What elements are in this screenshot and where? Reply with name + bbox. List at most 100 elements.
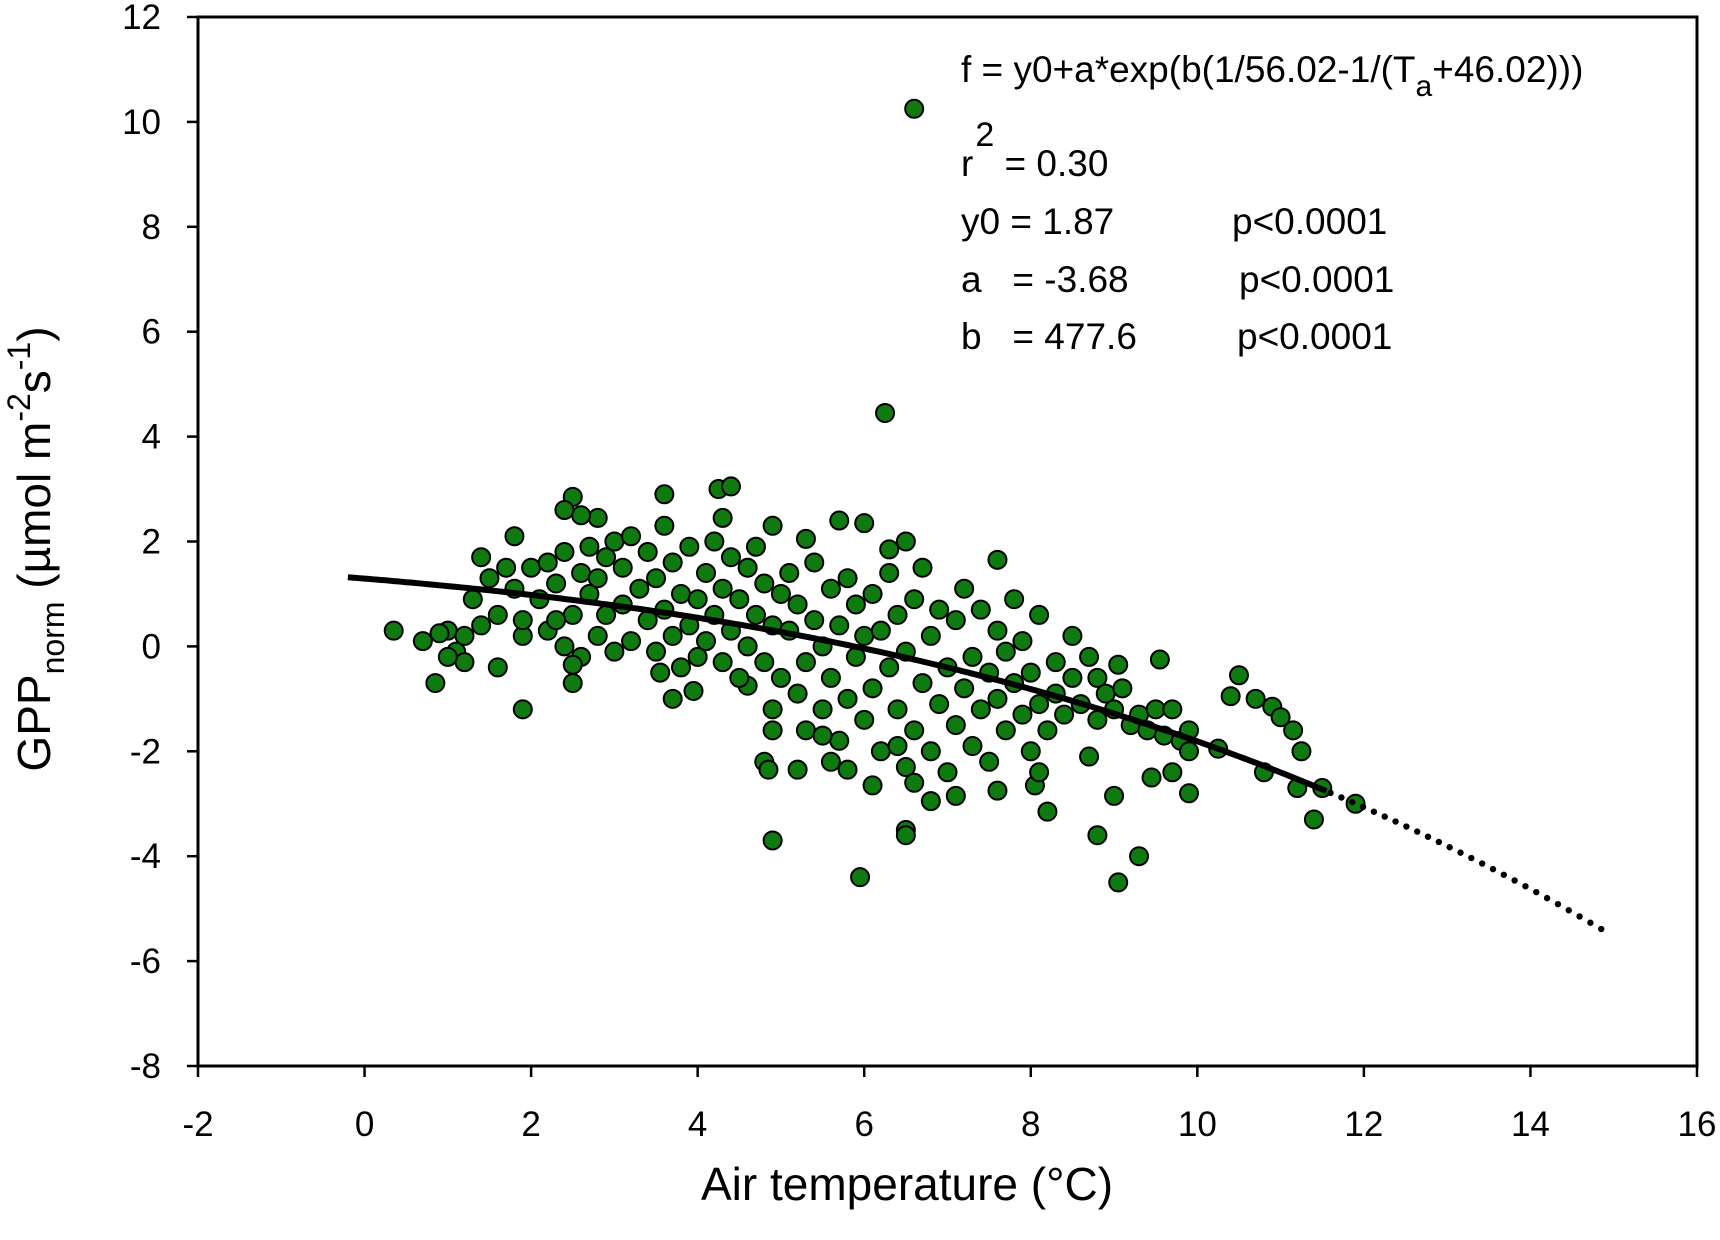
data-point (587, 507, 608, 528)
fit-line-dot (1554, 900, 1562, 908)
data-point (687, 589, 708, 610)
data-point (845, 594, 866, 615)
data-points (383, 98, 1366, 893)
data-point (945, 785, 966, 806)
data-point (1087, 825, 1108, 846)
data-point (587, 568, 608, 589)
data-point (646, 641, 667, 662)
data-point (837, 688, 858, 709)
data-point (1062, 625, 1083, 646)
data-point (904, 589, 925, 610)
data-point (683, 680, 704, 701)
data-point (904, 772, 925, 793)
data-point (454, 625, 475, 646)
fit-line-dot (1403, 823, 1410, 830)
fit-annotation: f = y0+a*exp(b(1/56.02-1/(Ta+46.02))) r2… (961, 49, 1583, 357)
data-point (1112, 678, 1133, 699)
fit-line-dot (1327, 789, 1334, 797)
data-point (1087, 667, 1108, 688)
data-point (954, 578, 975, 599)
data-point (1245, 688, 1266, 709)
data-point (770, 583, 791, 604)
x-tick-label: 14 (1511, 1105, 1550, 1144)
fit-line-dot (1468, 854, 1475, 862)
data-point (920, 625, 941, 646)
data-point (712, 652, 733, 673)
data-point (521, 557, 542, 578)
data-point (862, 678, 883, 699)
data-point (854, 625, 875, 646)
fit-line-dot (1413, 828, 1421, 835)
data-point (870, 741, 891, 762)
data-point (795, 720, 816, 741)
data-point (1149, 649, 1170, 670)
data-point (687, 646, 708, 667)
data-point (437, 646, 458, 667)
data-point (887, 604, 908, 625)
data-point (479, 568, 500, 589)
y-tick-label: 4 (142, 418, 161, 457)
data-point (729, 667, 750, 688)
y-axis-ticks: -8 -6 -4 -2 0 2 4 6 8 10 12 (122, 0, 198, 1086)
fit-line-dot (1446, 844, 1453, 851)
data-point (787, 759, 808, 780)
data-point (762, 720, 783, 741)
data-point (1029, 604, 1050, 625)
x-tick-label: 6 (854, 1105, 873, 1144)
data-point (987, 549, 1008, 570)
data-point (1162, 762, 1183, 783)
data-point (454, 652, 475, 673)
data-point (571, 505, 592, 526)
data-point (1037, 801, 1058, 822)
data-point (745, 536, 766, 557)
data-point (895, 825, 916, 846)
data-point (850, 867, 871, 888)
data-point (862, 583, 883, 604)
fit-line-dot (1338, 794, 1345, 801)
fit-line-dot (1478, 860, 1486, 867)
data-point (629, 578, 650, 599)
x-tick-label: 12 (1344, 1105, 1383, 1144)
data-point (829, 510, 850, 531)
data-point (1291, 741, 1312, 762)
b-pvalue: p<0.0001 (1237, 316, 1392, 357)
y-axis-title: GPPnorm (µmol m-2s-1) (1, 326, 71, 771)
data-point (1145, 699, 1166, 720)
x-axis-title: Air temperature (°C) (701, 1158, 1113, 1210)
data-point (604, 641, 625, 662)
data-point (621, 526, 642, 547)
data-point (820, 667, 841, 688)
data-point (546, 573, 567, 594)
data-point (1345, 793, 1366, 814)
data-point (837, 759, 858, 780)
data-point (812, 725, 833, 746)
x-tick-label: 8 (1021, 1105, 1040, 1144)
data-point (679, 536, 700, 557)
y-tick-label: -8 (130, 1047, 161, 1086)
data-point (854, 513, 875, 534)
data-point (995, 720, 1016, 741)
data-point (650, 662, 671, 683)
data-point (1228, 665, 1249, 686)
data-point (762, 699, 783, 720)
r2-text: r2 = 0.30 (961, 116, 1108, 184)
data-point (425, 673, 446, 694)
data-point (671, 657, 692, 678)
data-point (762, 830, 783, 851)
b-text: b = 477.6 (961, 316, 1137, 357)
y-tick-label: 10 (122, 103, 161, 142)
data-point (1079, 746, 1100, 767)
data-point (596, 547, 617, 568)
data-point (795, 528, 816, 549)
data-point (945, 610, 966, 631)
data-point (637, 541, 658, 562)
data-point (621, 631, 642, 652)
data-point (745, 604, 766, 625)
data-point (654, 484, 675, 505)
data-point (712, 507, 733, 528)
data-point (1020, 741, 1041, 762)
data-point (1179, 783, 1200, 804)
data-point (737, 636, 758, 657)
x-tick-label: 2 (521, 1105, 540, 1144)
